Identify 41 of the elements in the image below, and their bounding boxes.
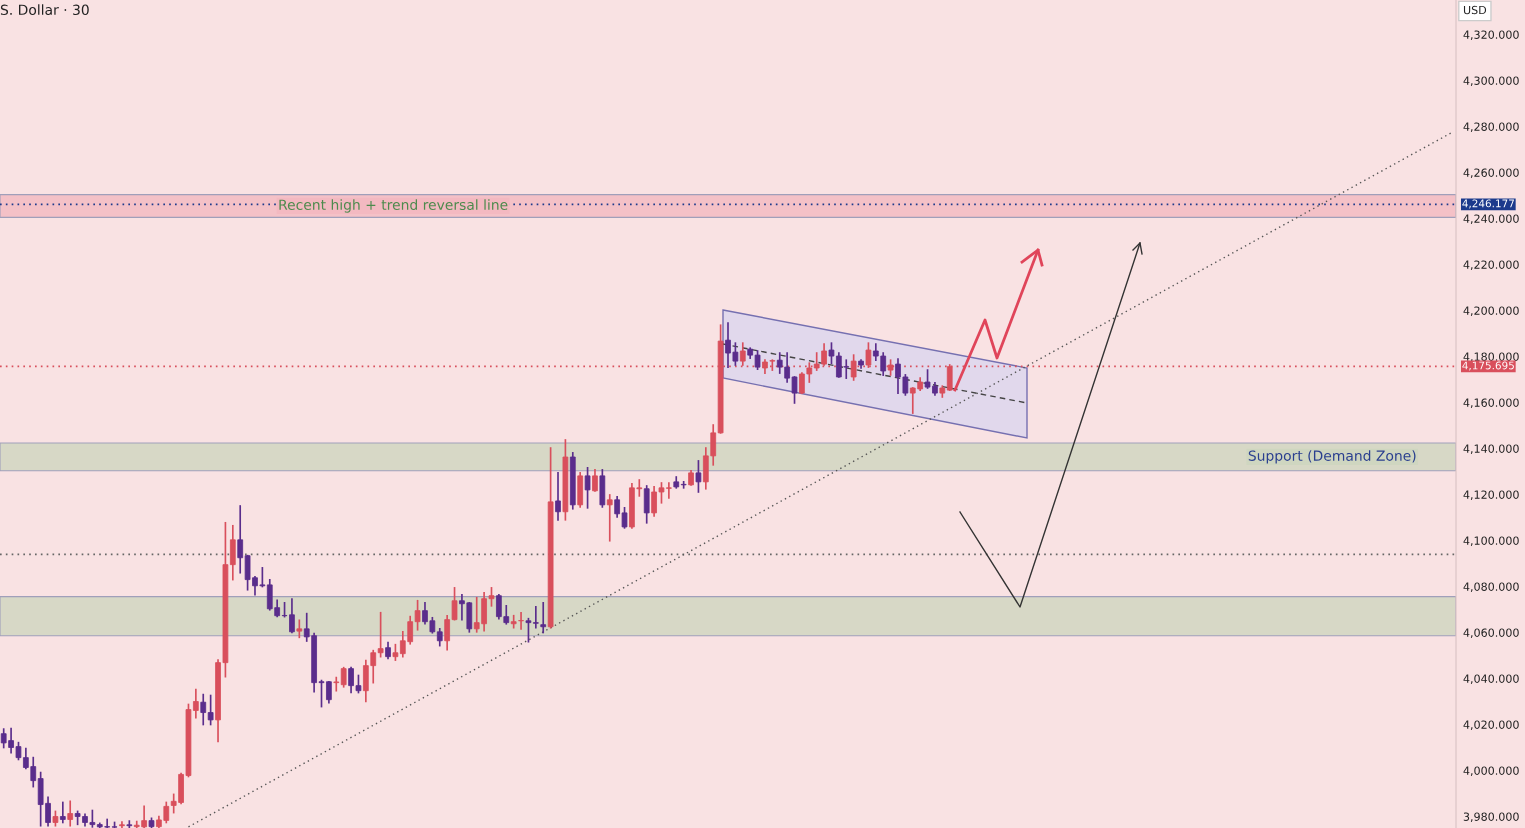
y-tick-label: 4,040.000 — [1463, 674, 1519, 685]
y-tick-label: 4,020.000 — [1463, 720, 1519, 731]
candlestick — [333, 676, 340, 692]
candlestick — [606, 494, 613, 542]
candlestick — [540, 601, 547, 634]
candlestick — [695, 460, 702, 493]
y-tick-label: 4,300.000 — [1463, 76, 1519, 87]
ref-line-label: 4,246.177 — [1462, 199, 1514, 209]
y-tick-label: 4,240.000 — [1463, 214, 1519, 225]
candlestick — [584, 466, 591, 509]
candlestick — [119, 821, 125, 828]
y-tick-label: 4,060.000 — [1463, 628, 1519, 639]
y-tick-label: 4,280.000 — [1463, 122, 1519, 133]
y-tick-label: 3,980.000 — [1463, 812, 1519, 823]
y-tick-label: 4,000.000 — [1463, 766, 1519, 777]
candlestick — [518, 611, 524, 630]
candlestick — [296, 619, 303, 639]
chart-title: S. Dollar · 30 — [0, 4, 89, 16]
y-tick-label: 4,100.000 — [1463, 536, 1519, 547]
y-tick-label: 4,220.000 — [1463, 260, 1519, 271]
y-tick-label: 4,260.000 — [1463, 168, 1519, 179]
band-label: Support (Demand Zone) — [1248, 450, 1416, 464]
candlestick — [555, 472, 561, 521]
candlestick — [592, 469, 598, 492]
candlestick — [200, 693, 207, 726]
text: USD — [1463, 5, 1487, 15]
candlestick — [237, 505, 244, 574]
y-tick-label: 4,160.000 — [1463, 398, 1519, 409]
ref-line-label: 4,175.695 — [1462, 361, 1514, 371]
y-tick-label: 4,080.000 — [1463, 582, 1519, 593]
candlestick — [340, 666, 347, 688]
candlestick — [67, 800, 74, 827]
y-tick-label: 4,120.000 — [1463, 490, 1519, 501]
band-label: Recent high + trend reversal line — [279, 199, 508, 213]
y-tick-label: 4,320.000 — [1463, 30, 1519, 41]
candlestick — [207, 694, 214, 726]
y-tick-label: 4,200.000 — [1463, 306, 1519, 317]
candlestick — [59, 801, 66, 824]
y-tick-label: 4,140.000 — [1463, 444, 1519, 455]
candlestick — [739, 342, 746, 366]
candlestick — [377, 611, 384, 658]
